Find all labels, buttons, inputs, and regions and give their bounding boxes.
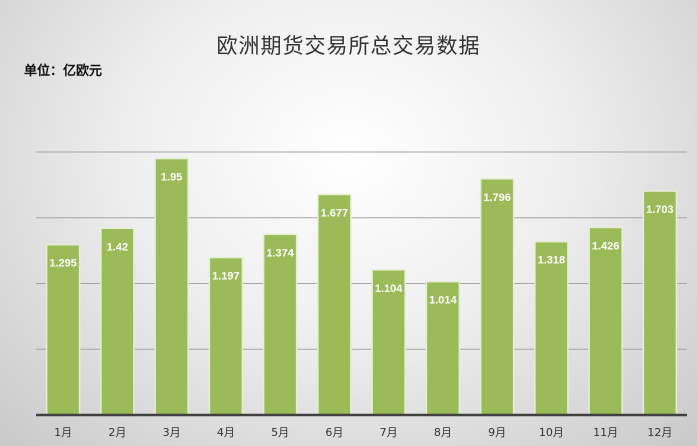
- x-tick-label: 3月: [163, 426, 181, 439]
- x-tick-label: 7月: [380, 426, 398, 439]
- bar-10月: [534, 240, 569, 416]
- bar-7月: [371, 269, 406, 416]
- data-label: 1.014: [429, 295, 457, 307]
- bar-12月: [642, 190, 678, 416]
- x-tick-label: 4月: [217, 426, 235, 439]
- bar-2月: [100, 227, 135, 416]
- bar-9月: [479, 178, 515, 416]
- data-label: 1.42: [107, 241, 128, 253]
- x-tick-label: 2月: [108, 426, 126, 439]
- x-tick-label: 12月: [647, 426, 672, 439]
- unit-label: 单位：亿欧元: [24, 64, 103, 79]
- bar-11月: [588, 226, 623, 416]
- x-tick-label: 5月: [271, 426, 289, 439]
- data-label: 1.95: [161, 172, 182, 184]
- data-label: 1.197: [212, 271, 240, 283]
- data-label: 1.796: [483, 192, 511, 204]
- x-tick-label: 10月: [539, 426, 564, 439]
- data-label: 1.318: [538, 255, 566, 267]
- bar-6月: [317, 193, 352, 416]
- x-tick-label: 6月: [325, 426, 343, 439]
- bar-5月: [262, 233, 298, 416]
- x-tick-label: 1月: [54, 426, 72, 439]
- data-label: 1.677: [321, 207, 349, 219]
- data-label: 1.104: [375, 283, 403, 295]
- data-label: 1.426: [592, 240, 620, 252]
- bar-3月: [154, 157, 189, 416]
- data-label: 1.703: [646, 204, 674, 216]
- x-tick-label: 9月: [488, 426, 506, 439]
- bar-1月: [45, 243, 81, 416]
- chart-title: 欧洲期货交易所总交易数据: [216, 34, 481, 58]
- x-tick-label: 8月: [434, 426, 452, 439]
- data-label: 1.374: [266, 247, 294, 259]
- x-tick-label: 11月: [593, 426, 618, 439]
- data-label: 1.295: [49, 258, 77, 270]
